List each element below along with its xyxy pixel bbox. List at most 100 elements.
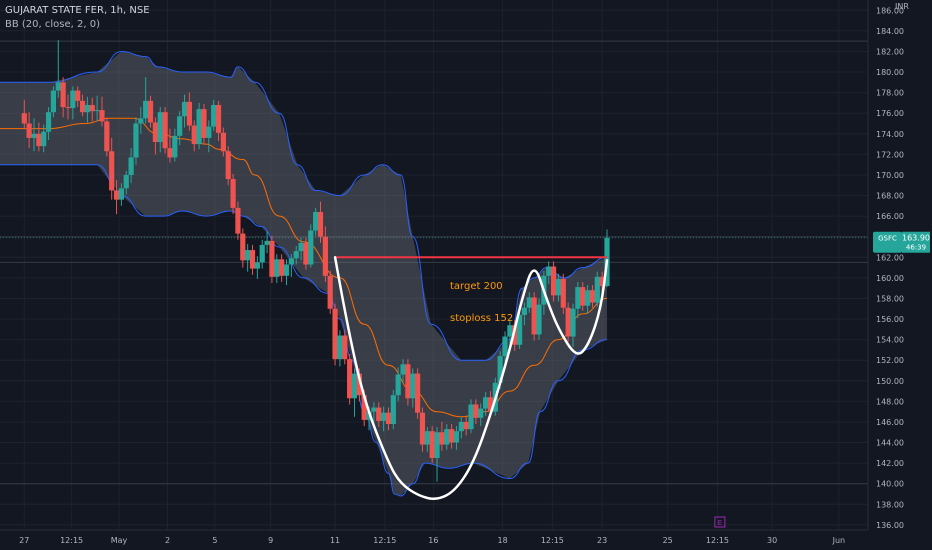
candle-body — [225, 151, 231, 180]
y-tick-label: 152.00 — [876, 356, 904, 365]
candle-body — [351, 373, 358, 399]
y-tick-label: 144.00 — [876, 439, 904, 448]
x-tick-label: 12:15 — [60, 536, 83, 545]
candle-body — [526, 297, 532, 308]
symbol-badge-label: GSFC — [878, 235, 897, 243]
candle-body — [259, 244, 265, 263]
x-tick-label: 5 — [212, 536, 217, 545]
y-tick-label: 140.00 — [876, 480, 904, 489]
candle-body — [65, 107, 71, 109]
candle-body — [458, 421, 464, 432]
y-tick-label: 184.00 — [876, 27, 904, 36]
candle-body — [196, 109, 202, 145]
y-tick-label: 154.00 — [876, 336, 904, 345]
drawings[interactable]: target 200 stoploss 152 E — [333, 256, 726, 528]
candle-body — [75, 90, 81, 101]
candle-body — [94, 110, 100, 112]
candle-body — [50, 90, 57, 113]
candle-body — [313, 212, 319, 231]
candle-body — [327, 275, 333, 309]
x-tick-label: 12:15 — [541, 536, 564, 545]
candle-body — [405, 364, 411, 399]
candlesticks[interactable] — [21, 40, 610, 482]
symbol-badge-bg — [873, 231, 902, 253]
candle-body — [546, 266, 552, 276]
candle-body — [89, 104, 95, 112]
candle-body — [439, 432, 445, 445]
candle-body — [429, 431, 435, 458]
candle-body — [497, 356, 503, 383]
candle-body — [303, 242, 309, 265]
candle-body — [70, 90, 76, 109]
x-tick-label: May — [111, 536, 128, 545]
y-tick-label: 182.00 — [876, 47, 904, 56]
earnings-event-marker — [714, 516, 726, 528]
candle-body — [400, 364, 406, 375]
candle-body — [565, 307, 571, 337]
candle-body — [298, 242, 304, 252]
candle-body — [347, 359, 353, 399]
y-tick-label: 142.00 — [876, 459, 904, 468]
candle-body — [332, 308, 338, 360]
x-tick-label: Jun — [832, 536, 846, 545]
y-tick-label: 176.00 — [876, 109, 904, 118]
candle-body — [118, 188, 124, 200]
x-tick-label: 30 — [767, 536, 777, 545]
x-tick-label: 18 — [497, 536, 507, 545]
candle-body — [342, 335, 348, 360]
candle-body — [274, 259, 280, 277]
candle-body — [55, 82, 61, 91]
candle-body — [356, 373, 362, 396]
candle-body — [45, 112, 52, 132]
y-tick-label: 170.00 — [876, 171, 904, 180]
candle-body — [473, 404, 479, 418]
candle-body — [531, 297, 537, 335]
candle-body — [264, 240, 270, 245]
candle-body — [191, 125, 197, 145]
candle-body — [322, 236, 328, 276]
symbol-title[interactable]: GUJARAT STATE FER, 1h, NSE — [5, 5, 150, 16]
candle-body — [186, 101, 192, 126]
candle-body — [599, 276, 605, 287]
candle-body — [385, 412, 392, 424]
candle-body — [550, 266, 557, 296]
candle-body — [230, 179, 236, 208]
candle-body — [376, 407, 382, 421]
candle-body — [444, 429, 450, 445]
candle-body — [560, 278, 566, 308]
candle-body — [521, 307, 528, 315]
candle-body — [254, 262, 260, 269]
candle-body — [240, 233, 246, 261]
candle-body — [487, 397, 494, 412]
x-tick-label: 12:15 — [373, 536, 396, 545]
candle-body — [536, 304, 542, 335]
candle-body — [123, 174, 129, 189]
candle-body — [594, 276, 600, 303]
candle-body — [555, 278, 562, 296]
candle-body — [152, 122, 158, 143]
indicator-legend[interactable]: BB (20, close, 2, 0) — [5, 19, 100, 30]
time-axis-bg[interactable] — [0, 530, 932, 550]
candle-body — [584, 290, 591, 306]
bar-countdown-label: 46:39 — [906, 244, 926, 252]
x-tick-label: 27 — [19, 536, 29, 545]
candle-body — [220, 132, 226, 152]
candle-body — [516, 314, 523, 345]
candle-body — [143, 100, 149, 119]
candle-body — [138, 118, 144, 124]
candle-body — [215, 104, 222, 133]
candle-body — [41, 131, 47, 147]
candle-body — [512, 325, 518, 345]
y-tick-label: 180.00 — [876, 68, 904, 77]
candle-body — [172, 135, 178, 158]
candle-body — [60, 82, 66, 108]
candle-body — [381, 412, 387, 421]
candle-body — [434, 432, 440, 458]
y-tick-label: 150.00 — [876, 377, 904, 386]
x-tick-label: 11 — [330, 536, 340, 545]
x-tick-label: 23 — [597, 536, 607, 545]
price-axis-bg[interactable] — [868, 0, 932, 550]
